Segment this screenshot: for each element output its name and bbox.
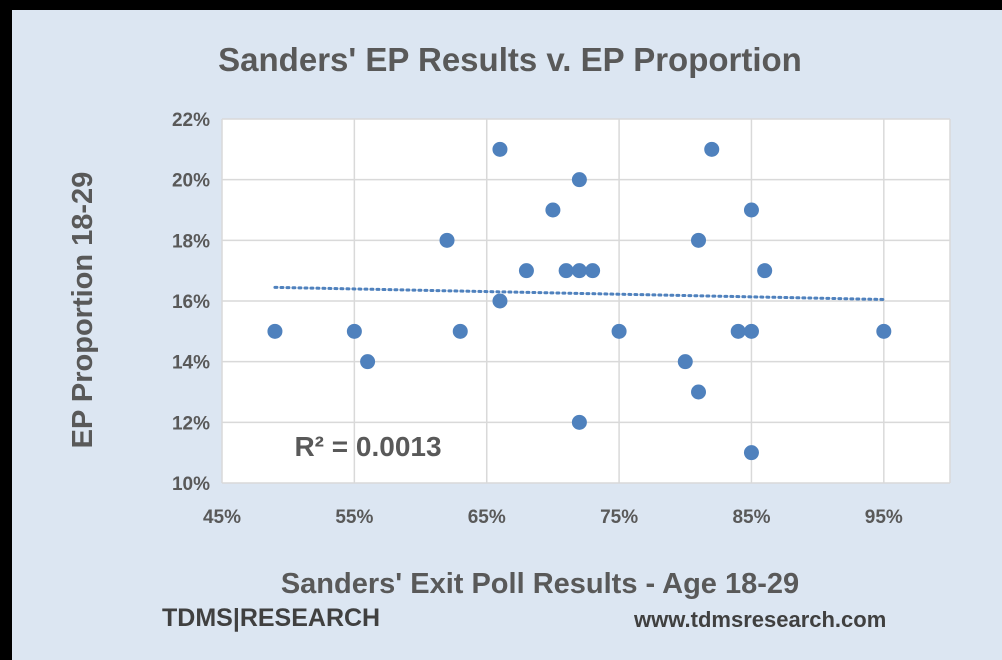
y-axis-label: EP Proportion 18-29 bbox=[67, 172, 99, 449]
x-axis-label: Sanders' Exit Poll Results - Age 18-29 bbox=[281, 568, 799, 600]
y-tick-label: 22% bbox=[172, 110, 210, 131]
x-tick-label: 45% bbox=[203, 507, 241, 528]
data-point bbox=[691, 232, 707, 248]
data-point bbox=[704, 141, 720, 157]
data-point bbox=[571, 172, 587, 188]
data-point bbox=[267, 323, 283, 339]
data-point bbox=[691, 384, 707, 400]
data-points bbox=[267, 141, 892, 461]
data-point bbox=[730, 323, 746, 339]
x-tick-label: 55% bbox=[335, 507, 373, 528]
trendline-group bbox=[273, 285, 886, 301]
y-tick-label: 10% bbox=[172, 474, 210, 495]
data-point bbox=[558, 263, 574, 279]
y-tick-label: 14% bbox=[172, 353, 210, 374]
y-tick-label: 16% bbox=[172, 292, 210, 313]
data-point bbox=[518, 263, 534, 279]
scatter-chart: Sanders' EP Results v. EP Proportion 10%… bbox=[67, 41, 951, 600]
brand-label: TDMS|RESEARCH bbox=[162, 604, 381, 632]
x-tick-label: 85% bbox=[732, 507, 770, 528]
data-point bbox=[439, 232, 455, 248]
data-point bbox=[585, 263, 601, 279]
data-point bbox=[492, 141, 508, 157]
chart-title: Sanders' EP Results v. EP Proportion bbox=[218, 41, 802, 78]
data-point bbox=[743, 323, 759, 339]
x-tick-label: 65% bbox=[468, 507, 506, 528]
data-point bbox=[876, 323, 892, 339]
data-point bbox=[571, 414, 587, 430]
y-tick-label: 20% bbox=[172, 171, 210, 192]
data-point bbox=[360, 354, 376, 370]
x-axis-ticks: 45% 55% 65% 75% 85% 95% bbox=[203, 507, 903, 528]
data-point bbox=[743, 202, 759, 218]
data-point bbox=[452, 323, 468, 339]
data-point bbox=[545, 202, 561, 218]
r-squared-annotation: R² = 0.0013 bbox=[294, 431, 441, 462]
data-point bbox=[677, 354, 693, 370]
x-tick-label: 95% bbox=[865, 507, 903, 528]
website-link[interactable]: www.tdmsresearch.com bbox=[634, 607, 887, 632]
data-point bbox=[611, 323, 627, 339]
y-tick-label: 18% bbox=[172, 231, 210, 252]
data-point bbox=[346, 323, 362, 339]
trendline bbox=[273, 285, 886, 301]
data-point bbox=[571, 263, 587, 279]
data-point bbox=[492, 293, 508, 309]
y-tick-label: 12% bbox=[172, 413, 210, 434]
data-point bbox=[743, 445, 759, 461]
chart-panel: Sanders' EP Results v. EP Proportion 10%… bbox=[12, 10, 1002, 660]
x-tick-label: 75% bbox=[600, 507, 638, 528]
data-point bbox=[757, 263, 773, 279]
y-axis-ticks: 10% 12% 14% 16% 18% 20% 22% bbox=[172, 110, 210, 495]
